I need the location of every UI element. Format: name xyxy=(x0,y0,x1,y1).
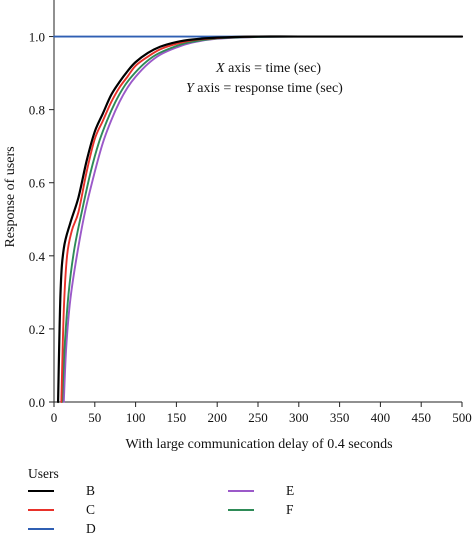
x-tick-label: 0 xyxy=(51,410,58,425)
legend-label-d: D xyxy=(86,521,96,536)
x-tick-label: 300 xyxy=(289,410,309,425)
series-line-b xyxy=(56,35,464,404)
annotation-x-var: X xyxy=(215,61,225,76)
y-tick-label: 0.0 xyxy=(29,395,45,410)
x-tick-label: 400 xyxy=(371,410,391,425)
legend-label-b: B xyxy=(86,483,95,498)
axes: 0 50 100 150 200 250 300 350 400 450 500 0.0 0.2 0.4 0… xyxy=(29,0,472,425)
legend-label-f: F xyxy=(286,502,294,517)
x-tick-label: 100 xyxy=(126,410,146,425)
x-tick-label: 500 xyxy=(452,410,472,425)
y-tick-label: 0.8 xyxy=(29,103,45,118)
annotation-y-axis: Y axis = response time (sec) xyxy=(186,81,343,96)
annotation-y-text: axis = response time (sec) xyxy=(194,81,343,96)
legend-label-e: E xyxy=(286,483,294,498)
x-tick-label: 250 xyxy=(248,410,268,425)
y-tick-label: 0.6 xyxy=(29,176,46,191)
x-tick-label: 450 xyxy=(411,410,431,425)
annotation-x-text: axis = time (sec) xyxy=(225,61,322,76)
y-tick-label: 0.2 xyxy=(29,322,45,337)
legend: BCD EF xyxy=(28,483,294,536)
y-tick-label: 0.4 xyxy=(29,249,46,264)
x-tick-label: 200 xyxy=(207,410,227,425)
annotation-y-var: Y xyxy=(186,81,196,96)
x-tick-label: 350 xyxy=(330,410,350,425)
legend-label-c: C xyxy=(86,502,95,517)
y-tick-label: 1.0 xyxy=(29,30,45,45)
x-tick-label: 50 xyxy=(88,410,101,425)
x-tick-label: 150 xyxy=(167,410,187,425)
annotation-x-axis: X axis = time (sec) xyxy=(215,61,321,76)
legend-title: Users xyxy=(28,466,59,481)
x-axis-title: With large communication delay of 0.4 se… xyxy=(125,437,392,452)
y-axis-title: Response of users xyxy=(3,146,18,247)
series-lines xyxy=(53,35,464,404)
